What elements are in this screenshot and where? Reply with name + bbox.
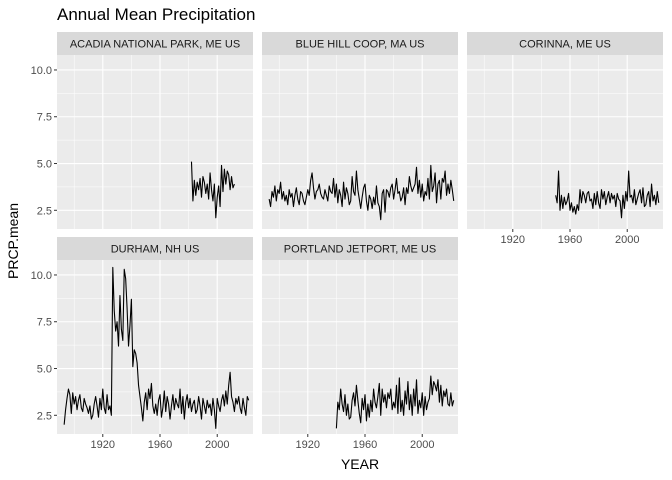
strip-label: CORINNA, ME US bbox=[519, 39, 611, 51]
series-line-acadia-national-park-me-us bbox=[190, 161, 235, 219]
x-tick-label: 1960 bbox=[558, 234, 582, 246]
chart-title: Annual Mean Precipitation bbox=[57, 5, 255, 24]
strip-background bbox=[262, 32, 458, 55]
panel-background bbox=[57, 55, 253, 229]
y-tick-label: 10.0 bbox=[31, 65, 52, 77]
strip-label: PORTLAND JETPORT, ME US bbox=[284, 244, 436, 256]
strip-background bbox=[57, 237, 253, 260]
y-tick-label: 7.5 bbox=[37, 317, 52, 329]
x-tick-label: 1960 bbox=[353, 439, 377, 451]
strip-background bbox=[57, 32, 253, 55]
panel-acadia-national-park-me-us: ACADIA NATIONAL PARK, ME US 2.5 5.0 7.5 10.0 bbox=[31, 32, 253, 229]
y-tick-label: 5.0 bbox=[37, 364, 52, 376]
panel-portland-jetport-me-us: PORTLAND JETPORT, ME US 1920 1960 2000 bbox=[262, 237, 458, 451]
panel-durham-nh-us: DURHAM, NH US 2.5 5.0 7.5 10.0 1920 1960 2000 bbox=[31, 237, 253, 451]
x-tick-label: 1960 bbox=[148, 439, 172, 451]
x-tick-label: 2000 bbox=[615, 234, 639, 246]
facet-panels: ACADIA NATIONAL PARK, ME US 2.5 5.0 7.5 10.0… bbox=[31, 32, 663, 451]
panel-corinna-me-us: CORINNA, ME US 1920 1960 2000 bbox=[467, 32, 663, 246]
panel-blue-hill-coop-ma-us: BLUE HILL COOP, MA US bbox=[262, 32, 458, 229]
series-line-portland-jetport-me-us bbox=[335, 375, 455, 429]
series-line-corinna-me-us bbox=[555, 170, 660, 219]
panel-background bbox=[262, 260, 458, 434]
y-axis-title: PRCP.mean bbox=[5, 203, 21, 279]
x-tick-label: 1920 bbox=[501, 234, 525, 246]
y-tick-label: 2.5 bbox=[37, 205, 52, 217]
x-tick-label: 1920 bbox=[91, 439, 115, 451]
panel-background bbox=[57, 260, 253, 434]
x-axis-title: YEAR bbox=[341, 456, 379, 472]
strip-label: DURHAM, NH US bbox=[111, 244, 200, 256]
strip-background bbox=[467, 32, 663, 55]
y-tick-label: 7.5 bbox=[37, 112, 52, 124]
y-tick-label: 2.5 bbox=[37, 410, 52, 422]
strip-label: BLUE HILL COOP, MA US bbox=[296, 39, 425, 51]
x-tick-label: 2000 bbox=[205, 439, 229, 451]
strip-background bbox=[262, 237, 458, 260]
strip-label: ACADIA NATIONAL PARK, ME US bbox=[70, 39, 240, 51]
x-tick-label: 1920 bbox=[296, 439, 320, 451]
series-line-durham-nh-us bbox=[63, 266, 250, 429]
x-tick-label: 2000 bbox=[410, 439, 434, 451]
y-tick-label: 5.0 bbox=[37, 159, 52, 171]
series-line-blue-hill-coop-ma-us bbox=[268, 164, 455, 221]
y-tick-label: 10.0 bbox=[31, 270, 52, 282]
